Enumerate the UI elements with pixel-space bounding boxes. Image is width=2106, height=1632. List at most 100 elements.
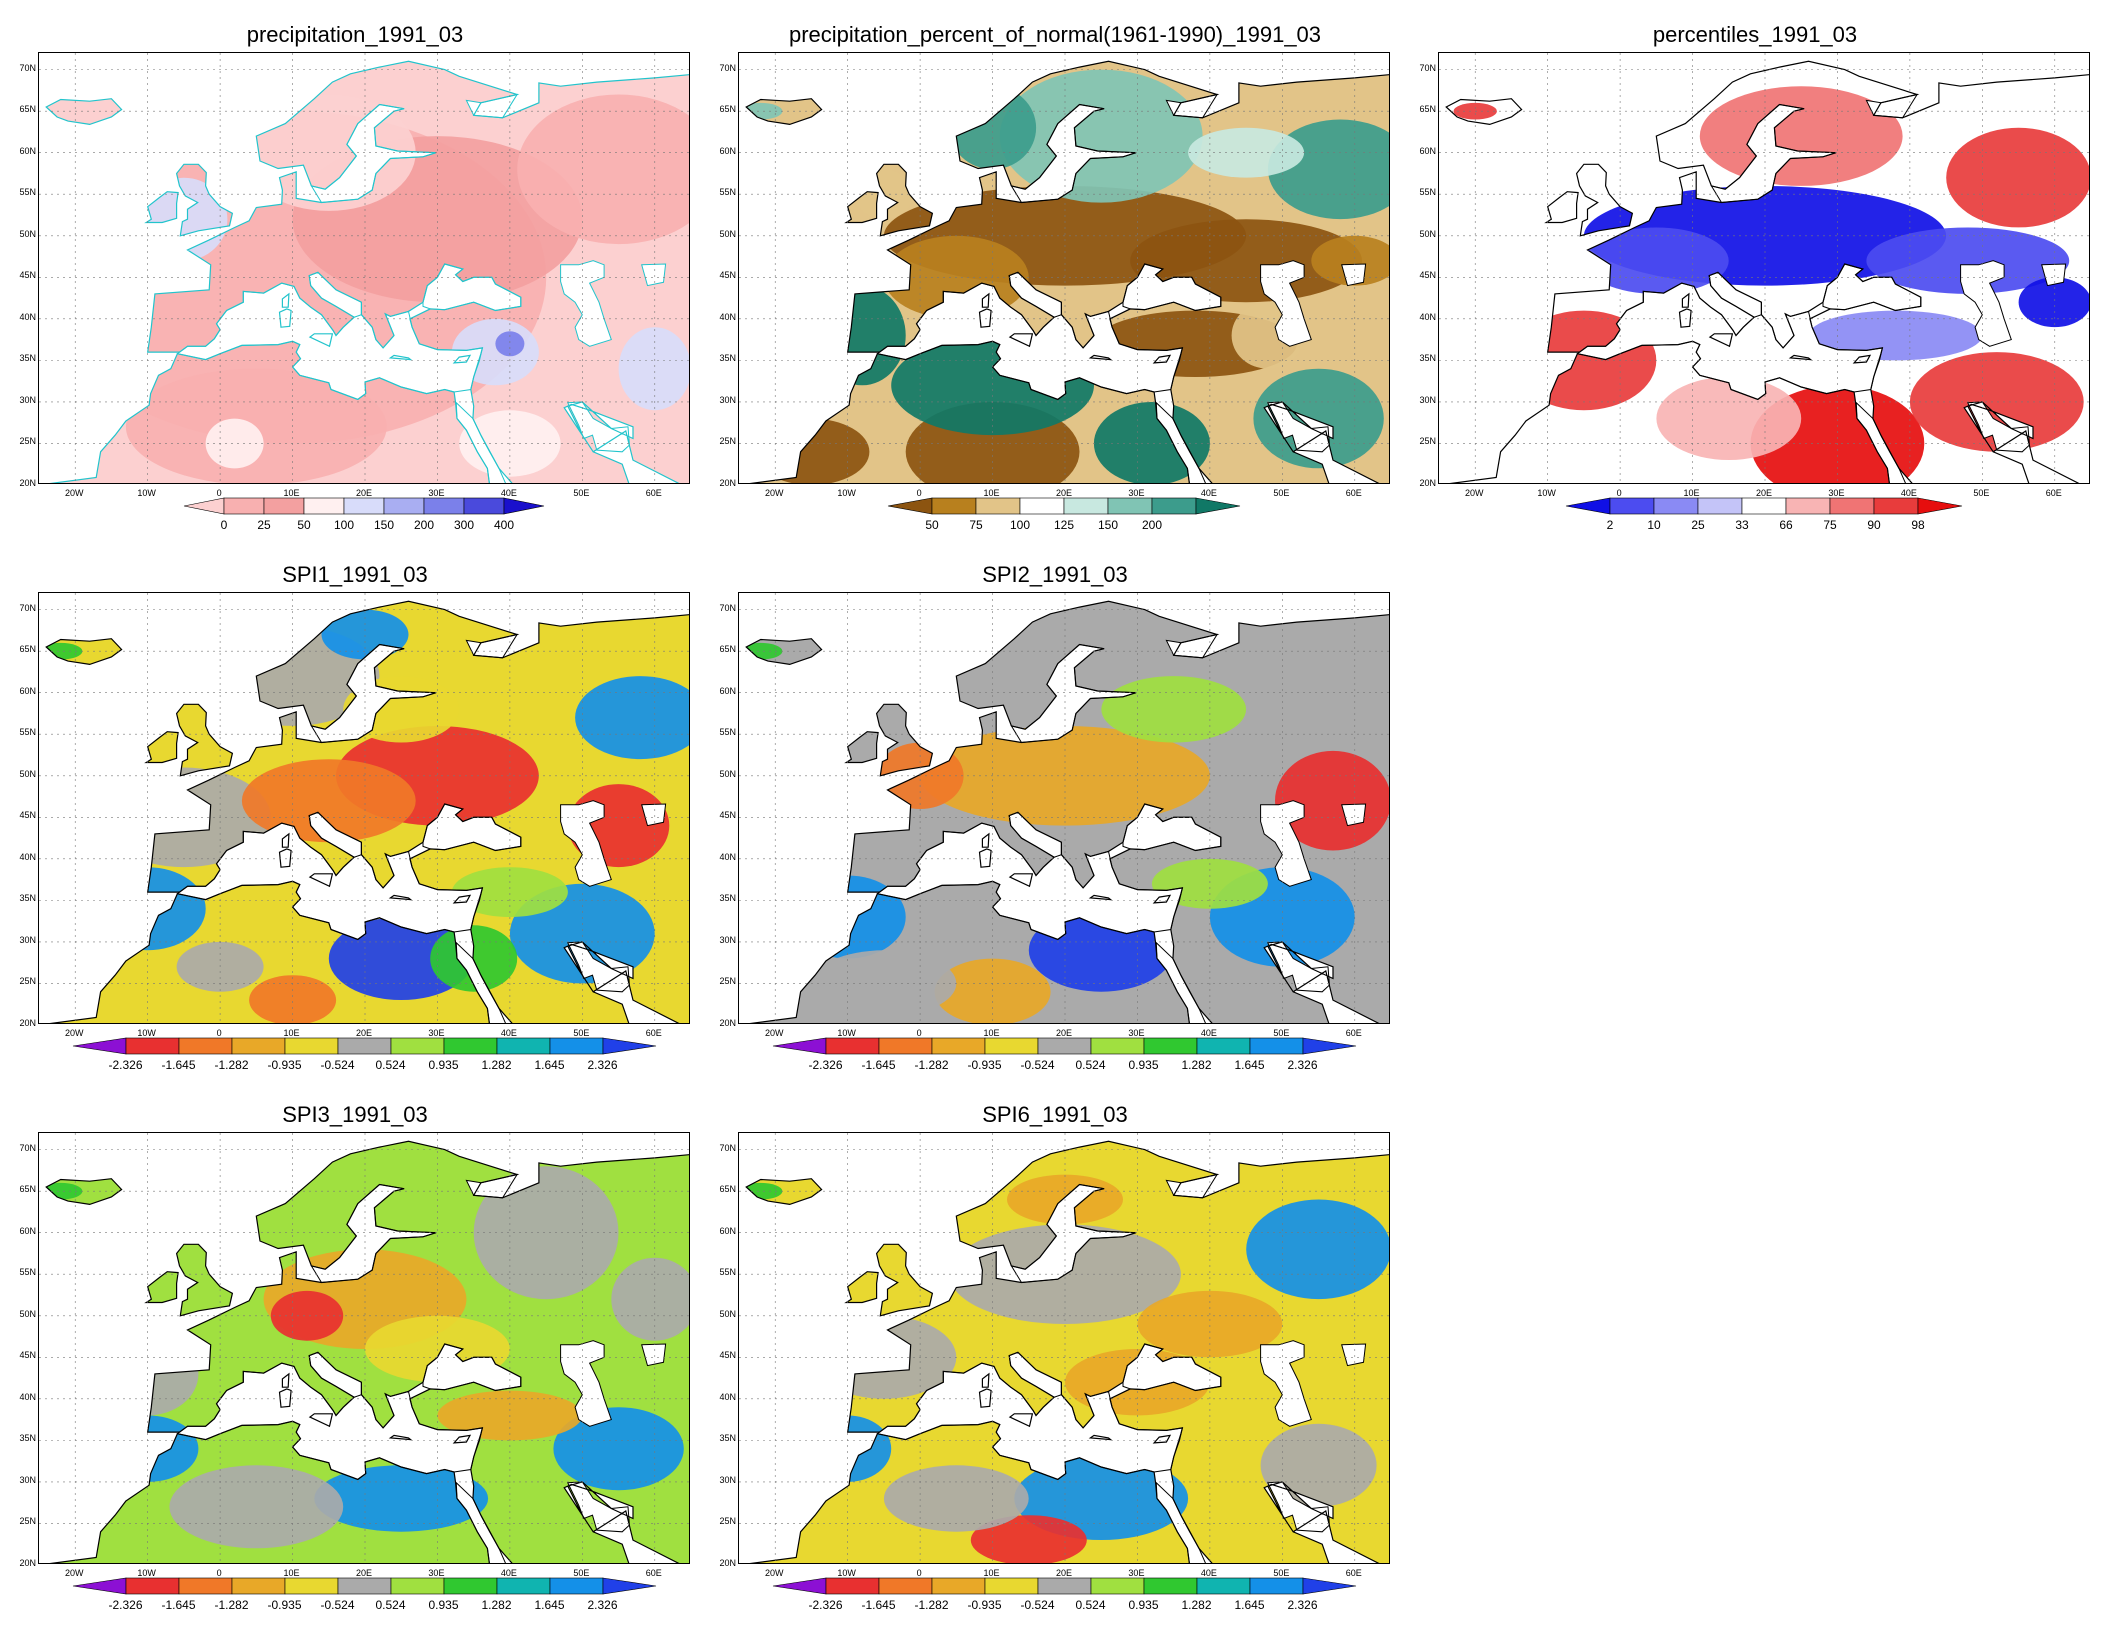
contour-region <box>575 676 689 760</box>
lon-tick-label: 30E <box>1828 488 1845 498</box>
lon-tick-label: 40E <box>500 1568 517 1578</box>
contour-region <box>97 1415 199 1482</box>
colorbar-label: 75 <box>1823 518 1837 532</box>
lon-tick-label: 20E <box>355 1568 373 1578</box>
lat-tick-label: 25N <box>19 1516 36 1527</box>
sea-area <box>1341 1343 1367 1367</box>
colorbar-swatch <box>1249 1037 1303 1055</box>
colorbar-label: 2.326 <box>587 1598 618 1612</box>
lat-tick-label: 20N <box>19 1558 36 1568</box>
colorbar-swatch <box>825 1037 879 1055</box>
lat-tick-label: 40N <box>1419 311 1436 322</box>
lat-tick-label: 30N <box>19 1474 36 1485</box>
colorbar-swatch <box>1741 497 1787 515</box>
colorbar-swatch <box>1302 1037 1356 1055</box>
colorbar-label: -0.524 <box>320 1058 355 1072</box>
coastline <box>847 1140 1389 1563</box>
colorbar-label: -0.935 <box>267 1598 302 1612</box>
contour-region <box>169 1465 344 1549</box>
colorbar-label: -2.326 <box>808 1058 843 1072</box>
colorbar-swatch <box>231 1037 285 1055</box>
colorbar-label: 0.524 <box>1075 1598 1106 1612</box>
lat-tick-label: 40N <box>19 1391 36 1402</box>
lat-tick-label: 30N <box>19 394 36 405</box>
colorbar-label: 100 <box>333 518 355 532</box>
coastline <box>308 873 334 888</box>
colorbar-swatch <box>1697 497 1743 515</box>
map-spi2 <box>738 592 1390 1024</box>
lat-tick-label: 20N <box>19 1018 36 1028</box>
lon-tick-label: 20E <box>1055 1028 1073 1038</box>
colorbar-swatch <box>772 1577 826 1595</box>
colorbar-label: 25 <box>257 518 271 532</box>
lon-tick-label: 10E <box>283 1568 300 1578</box>
lat-tick-label: 25N <box>19 976 36 987</box>
coastline <box>452 1434 472 1444</box>
colorbar-swatch <box>178 1037 232 1055</box>
coastline <box>1008 1413 1034 1428</box>
contour-region <box>241 759 416 843</box>
coastline <box>1152 894 1172 904</box>
coastline <box>144 191 179 224</box>
lat-tick-label: 60N <box>19 145 36 156</box>
contour-region <box>1311 235 1389 286</box>
colorbar-swatch <box>1873 497 1919 515</box>
lon-tick-label: 60E <box>645 1028 662 1038</box>
colorbar-swatch <box>223 497 265 515</box>
colorbar-label: -2.326 <box>108 1058 143 1072</box>
lat-tick-label: 60N <box>719 1225 736 1236</box>
colorbar-label: 1.645 <box>1234 1058 1265 1072</box>
colorbar-swatch <box>1565 497 1611 515</box>
lon-tick-label: 0 <box>916 488 922 498</box>
colorbar-swatch <box>337 1577 391 1595</box>
colorbar-label: 50 <box>925 518 939 532</box>
colorbar-swatch <box>1090 1037 1144 1055</box>
lat-tick-label: 60N <box>719 685 736 696</box>
sea-area <box>560 800 612 887</box>
contour-region <box>140 177 228 261</box>
lon-tick-label: 10W <box>137 488 156 498</box>
coastline <box>1708 333 1734 348</box>
coastline <box>978 1388 992 1408</box>
lon-tick-label: 40E <box>500 488 517 498</box>
lat-tick-label: 50N <box>1419 228 1436 239</box>
contour-region <box>611 1257 689 1341</box>
lon-tick-label: 10E <box>283 488 300 498</box>
lon-tick-label: 0 <box>216 1568 222 1578</box>
colorbar-swatch <box>931 1037 985 1055</box>
lat-tick-label: 40N <box>719 851 736 862</box>
colorbar-swatch <box>1019 497 1065 515</box>
lat-tick-label: 35N <box>719 893 736 904</box>
lon-tick-label: 60E <box>1345 1568 1362 1578</box>
colorbar-swatch <box>887 497 933 515</box>
contour-region <box>1866 227 2070 294</box>
coastline <box>745 638 823 666</box>
colorbar-label: 2 <box>1606 518 1614 532</box>
colorbar <box>72 1037 656 1055</box>
lat-tick-label: 45N <box>719 1350 736 1361</box>
contour-region <box>804 1415 892 1482</box>
lon-tick-label: 10W <box>137 1028 156 1038</box>
sea-area <box>1165 633 1219 659</box>
colorbar-swatch <box>496 1037 550 1055</box>
lon-tick-label: 10E <box>1683 488 1700 498</box>
contour-region <box>970 1515 1087 1563</box>
coastline <box>144 731 179 764</box>
contour-region <box>517 94 689 245</box>
colorbar-swatch <box>1151 497 1197 515</box>
colorbar-label: 125 <box>1053 518 1075 532</box>
lat-tick-label: 70N <box>19 1142 36 1153</box>
colorbar-label: -0.935 <box>267 1058 302 1072</box>
lon-tick-label: 40E <box>1200 1028 1217 1038</box>
lat-tick-label: 30N <box>1419 394 1436 405</box>
colorbar-label: -1.282 <box>214 1058 249 1072</box>
map-precipitation <box>38 52 690 484</box>
colorbar-swatch <box>125 1037 179 1055</box>
colorbar-label: 90 <box>1867 518 1881 532</box>
map-canvas <box>739 53 1389 483</box>
lat-tick-label: 70N <box>719 62 736 73</box>
lat-tick-label: 20N <box>719 1018 736 1028</box>
colorbar-swatch <box>1143 1037 1197 1055</box>
coastline <box>1152 1434 1172 1444</box>
panel-title: precipitation_1991_03 <box>246 22 464 47</box>
